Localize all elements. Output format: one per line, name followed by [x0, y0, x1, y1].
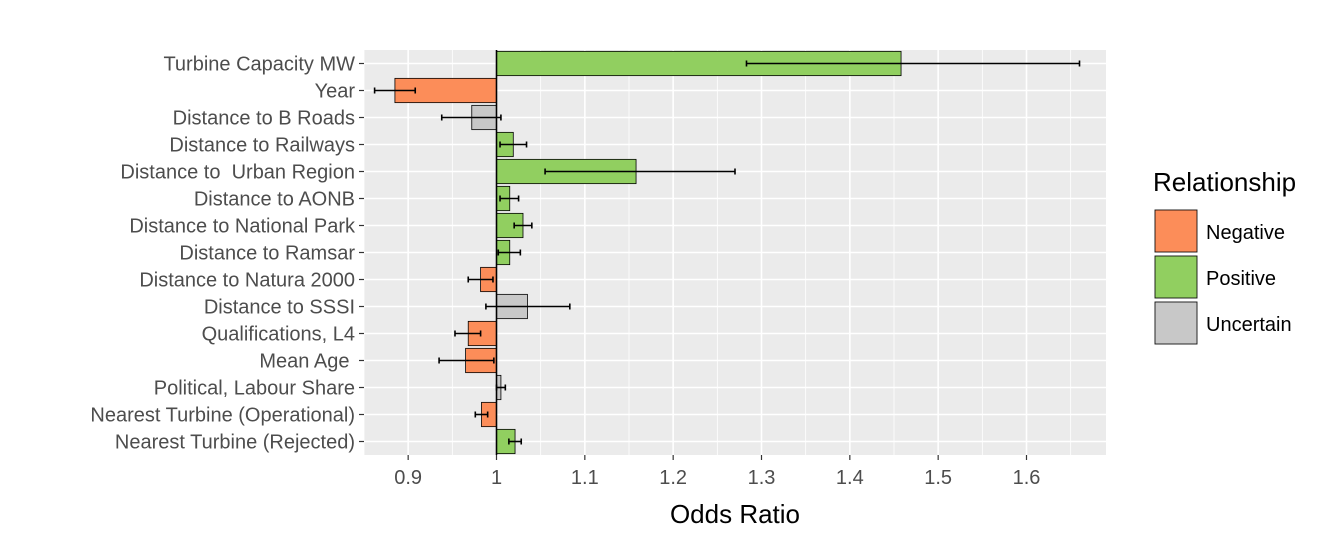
legend-items: Negative Positive Uncertain — [1154, 209, 1292, 345]
y-tick-label: Distance to Urban Region — [120, 162, 355, 184]
y-tick-label: Turbine Capacity MW — [163, 54, 355, 76]
x-tick-label: 1.3 — [748, 467, 776, 489]
y-tick-label: Qualifications, L4 — [202, 324, 355, 346]
legend-item: Uncertain — [1154, 301, 1292, 345]
y-axis: Turbine Capacity MW Year Distance to B Roa… — [90, 54, 364, 454]
y-tick-label: Nearest Turbine (Operational) — [90, 405, 355, 427]
error-bar — [499, 141, 528, 148]
x-tick-label: 1.6 — [1013, 467, 1041, 489]
y-tick-label: Nearest Turbine (Rejected) — [115, 432, 355, 454]
y-tick-label: Political, Labour Share — [154, 378, 355, 400]
y-tick-label: Distance to AONB — [194, 189, 355, 211]
legend-label: Uncertain — [1206, 314, 1292, 336]
error-bar — [745, 60, 1081, 67]
error-bar — [499, 195, 520, 202]
error-bar — [454, 330, 482, 337]
y-tick-label: Mean Age — [259, 351, 355, 373]
x-axis-title: Odds Ratio — [670, 499, 800, 529]
error-bars — [373, 60, 1081, 445]
x-tick-label: 1.2 — [659, 467, 687, 489]
y-tick-label: Distance to SSSI — [204, 297, 355, 319]
legend-item: Positive — [1154, 255, 1276, 299]
legend-title: Relationship — [1153, 167, 1296, 197]
legend-item: Negative — [1154, 209, 1285, 253]
error-bar — [474, 411, 489, 418]
y-tick-label: Distance to Natura 2000 — [139, 270, 355, 292]
y-tick-label: Distance to National Park — [129, 216, 356, 238]
x-tick-label: 1.5 — [924, 467, 952, 489]
legend-swatch — [1154, 255, 1198, 299]
x-tick-label: 1.4 — [836, 467, 864, 489]
x-tick-label: 1 — [491, 467, 502, 489]
error-bar — [544, 168, 736, 175]
error-bar — [438, 357, 495, 364]
error-bar — [508, 438, 523, 445]
error-bar — [497, 249, 522, 256]
legend-label: Positive — [1206, 268, 1276, 290]
x-axis: 0.9 1 1.1 1.2 1.3 1.4 1.5 1.6 — [394, 455, 1040, 489]
x-tick-label: 1.1 — [571, 467, 599, 489]
y-tick-label: Year — [315, 81, 356, 103]
legend-swatch — [1154, 209, 1198, 253]
legend-label: Negative — [1206, 222, 1285, 244]
x-tick-label: 0.9 — [394, 467, 422, 489]
error-bar — [485, 303, 571, 310]
y-tick-label: Distance to B Roads — [173, 108, 355, 130]
error-bar — [373, 87, 417, 94]
error-bar — [513, 222, 533, 229]
legend-swatch — [1154, 301, 1198, 345]
y-tick-label: Distance to Railways — [169, 135, 355, 157]
error-bar — [467, 276, 494, 283]
y-tick-label: Distance to Ramsar — [179, 243, 355, 265]
legend: Relationship Negative Positive Uncertain — [1153, 167, 1296, 345]
error-bar — [440, 114, 502, 121]
